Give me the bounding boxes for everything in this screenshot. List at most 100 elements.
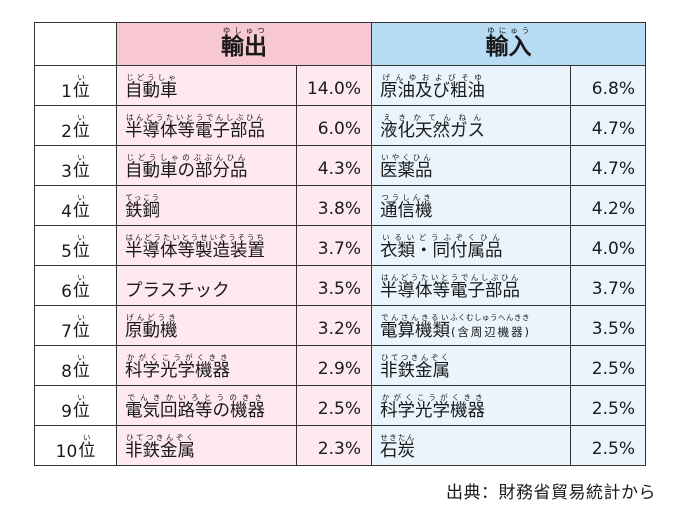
import-header-label: 輸入 [485, 34, 532, 60]
export-item-reading: はんどうたいとうせいぞうそうち [125, 232, 265, 242]
rank-suffix: 位い [73, 393, 90, 421]
rank-suffix-reading: い [72, 153, 90, 162]
rank-cell: 5 位い [34, 225, 117, 266]
export-item-text: 非鉄金属 [125, 440, 195, 461]
export-percent: 3.8% [296, 185, 372, 226]
import-percent: 4.2% [570, 185, 646, 226]
import-item-text: (含周辺機器) [450, 324, 530, 339]
import-item-cell: 衣類・同付属品いるいどうふぞくひん [371, 225, 571, 266]
table-row: 1 位い 自動車じどうしゃ 14.0% 原油及び粗油げんゆおよびそゆ 6.8% [34, 65, 646, 106]
rank-number: 9 [61, 402, 72, 422]
export-item-name: 鉄鋼てっこう [125, 193, 160, 221]
rank-suffix-char: 位 [72, 121, 90, 141]
import-item-text: 衣類・同付属品 [380, 240, 503, 261]
table-row: 8 位い 科学光学機器かがくこうがくきき 2.9% 非鉄金属ひてつきんぞく 2.5% [34, 345, 646, 386]
rank-suffix-char: 位 [78, 441, 96, 461]
export-item-cell: 電気回路等の機器でんきかいろとうのきき [116, 385, 297, 426]
export-item-reading: でんきかいろとうのきき [125, 392, 265, 402]
rank-suffix: 位い [73, 113, 90, 141]
import-item-text: 非鉄金属 [380, 360, 450, 381]
rank-suffix-char: 位 [72, 81, 90, 101]
import-header-reading: ゆにゅう [485, 26, 532, 35]
export-item-name: 原動機げんどうき [125, 313, 178, 341]
export-percent: 14.0% [296, 65, 372, 106]
rank-number: 1 [61, 82, 72, 102]
import-item-name: 科学光学機器かがくこうがくきき [380, 393, 485, 421]
export-item-reading: じどうしゃ [125, 72, 178, 82]
import-percent: 3.7% [570, 265, 646, 306]
rank-suffix: 位い [73, 313, 90, 341]
rank-number: 8 [61, 362, 72, 382]
header-corner-cell [34, 22, 117, 66]
export-item-text: プラスチック [125, 280, 230, 301]
import-item-name: 液化天然ガスえきかてんねん [380, 113, 485, 141]
export-item-reading: はんどうたいとうでんしぶひん [125, 112, 265, 122]
import-percent: 4.0% [570, 225, 646, 266]
import-item-cell: 医薬品いやくひん [371, 145, 571, 186]
rank-suffix-reading: い [72, 233, 90, 242]
table-row: 10 位い 非鉄金属ひてつきんぞく 2.3% 石炭せきたん 2.5% [34, 425, 646, 466]
rank-suffix-reading: い [72, 73, 90, 82]
table-row: 4 位い 鉄鋼てっこう 3.8% 通信機つうしんき 4.2% [34, 185, 646, 226]
import-item-reading: はんどうたいとうでんしぶひん [380, 272, 520, 282]
import-item-cell: 原油及び粗油げんゆおよびそゆ [371, 65, 571, 106]
rank-suffix-char: 位 [72, 361, 90, 381]
rank-suffix: 位い [73, 153, 90, 181]
rank-cell: 10 位い [34, 425, 117, 466]
rank-suffix: 位い [73, 193, 90, 221]
rank-suffix-char: 位 [72, 401, 90, 421]
import-item-text: 石炭 [380, 440, 415, 461]
import-item-reading: せきたん [380, 432, 415, 442]
rank-suffix-char: 位 [72, 201, 90, 221]
rank-number: 5 [61, 242, 72, 262]
export-item-name: プラスチック [125, 281, 230, 301]
export-item-reading: じどうしゃのぶぶんひん [125, 152, 248, 162]
export-item-name: 電気回路等の機器でんきかいろとうのきき [125, 393, 265, 421]
rank-number: 3 [61, 162, 72, 182]
rank-cell: 4 位い [34, 185, 117, 226]
import-item-name: 半導体等電子部品はんどうたいとうでんしぶひん [380, 273, 520, 301]
export-item-cell: 科学光学機器かがくこうがくきき [116, 345, 297, 386]
import-percent: 2.5% [570, 385, 646, 426]
rank-cell: 2 位い [34, 105, 117, 146]
export-item-name: 非鉄金属ひてつきんぞく [125, 433, 195, 461]
rank-cell: 7 位い [34, 305, 117, 346]
export-item-cell: 半導体等電子部品はんどうたいとうでんしぶひん [116, 105, 297, 146]
import-item-text: 原油及び粗油 [380, 80, 485, 101]
import-item-text: 科学光学機器 [380, 400, 485, 421]
rank-suffix: 位い [73, 273, 90, 301]
table-row: 9 位い 電気回路等の機器でんきかいろとうのきき 2.5% 科学光学機器かがくこうがくき… [34, 385, 646, 426]
import-percent: 2.5% [570, 425, 646, 466]
import-percent: 2.5% [570, 345, 646, 386]
table-row: 3 位い 自動車の部分品じどうしゃのぶぶんひん 4.3% 医薬品いやくひん 4.7% [34, 145, 646, 186]
rank-suffix-reading: い [78, 433, 96, 442]
import-item-reading: いやくひん [380, 152, 433, 162]
export-item-cell: 半導体等製造装置はんどうたいとうせいぞうそうち [116, 225, 297, 266]
rank-number: 6 [61, 282, 72, 302]
export-percent: 4.3% [296, 145, 372, 186]
export-item-cell: 非鉄金属ひてつきんぞく [116, 425, 297, 466]
export-percent: 6.0% [296, 105, 372, 146]
rank-suffix-reading: い [72, 353, 90, 362]
rank-suffix: 位い [73, 353, 90, 381]
import-item-text: 医薬品 [380, 160, 433, 181]
import-item-reading: えきかてんねん [380, 112, 485, 122]
export-item-name: 自動車の部分品じどうしゃのぶぶんひん [125, 153, 248, 181]
export-item-text: 半導体等電子部品 [125, 120, 265, 141]
import-percent: 6.8% [570, 65, 646, 106]
import-item-cell: 液化天然ガスえきかてんねん [371, 105, 571, 146]
import-item-name: 石炭せきたん [380, 433, 415, 461]
export-item-cell: 自動車の部分品じどうしゃのぶぶんひん [116, 145, 297, 186]
import-item-reading: ひてつきんぞく [380, 352, 450, 362]
rank-suffix-reading: い [72, 273, 90, 282]
rank-number: 10 [55, 442, 78, 462]
import-item-name: 電算機類でんさんきるい(含周辺機器) ふくむしゅうへんきき [380, 313, 530, 341]
import-item-text: 通信機 [380, 200, 433, 221]
import-item-cell: 通信機つうしんき [371, 185, 571, 226]
table-row: 7 位い 原動機げんどうき 3.2% 電算機類でんさんきるい(含周辺機器)ふくむしゅうへ… [34, 305, 646, 346]
export-percent: 3.5% [296, 265, 372, 306]
rank-suffix-reading: い [72, 193, 90, 202]
import-item-reading: でんさんきるい [380, 312, 450, 322]
import-item-text: 液化天然ガス [380, 120, 485, 141]
import-item-name: 衣類・同付属品いるいどうふぞくひん [380, 233, 503, 261]
